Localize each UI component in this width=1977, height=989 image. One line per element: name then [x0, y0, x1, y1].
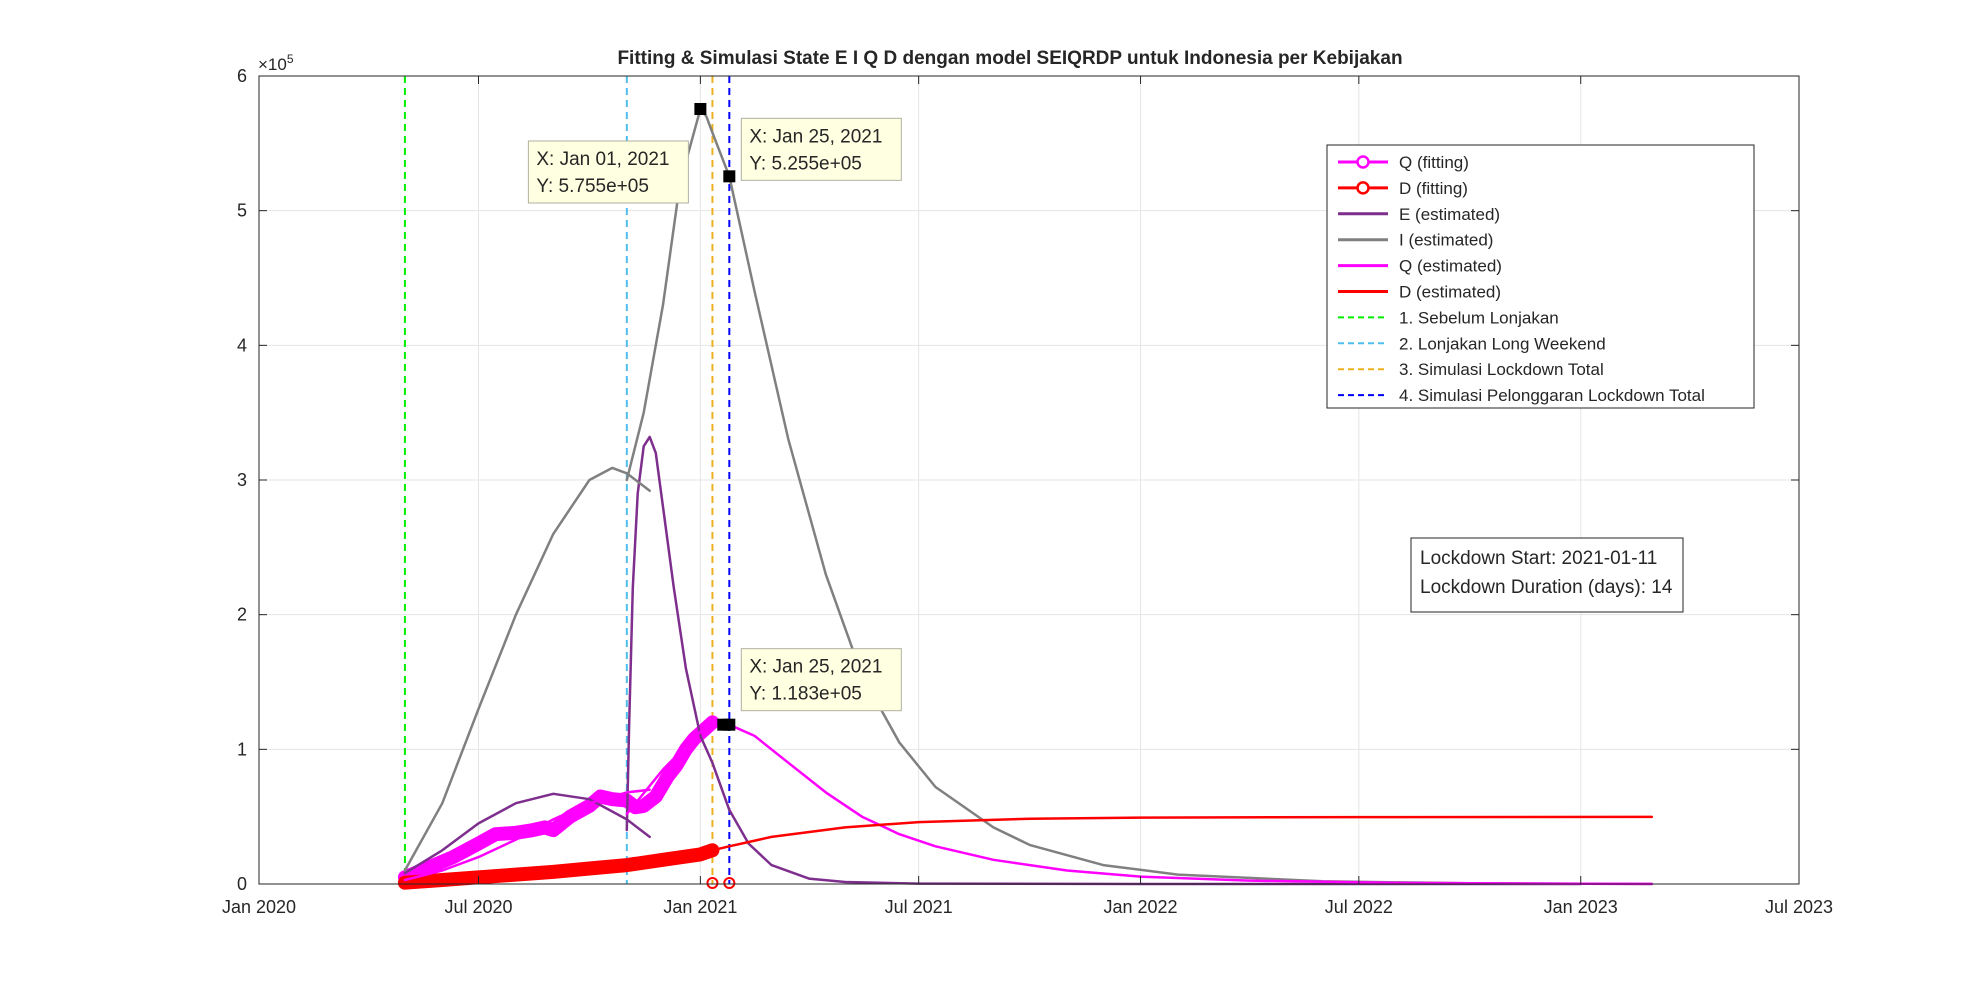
legend-label: 1. Sebelum Lonjakan [1399, 308, 1559, 327]
legend-box [1326, 144, 1755, 409]
legend: Q (fitting) D (fitting) E (estimated) I (es… [1326, 144, 1755, 409]
datatip-x-text: X: Jan 01, 2021 [536, 149, 669, 170]
datatip-box [527, 140, 689, 204]
y-tick-label: 1 [237, 739, 247, 759]
y-exponent-base: ×10 [258, 55, 287, 74]
datatip-y-text: Y: 5.755e+05 [536, 176, 649, 197]
datatip-x-text: X: Jan 25, 2021 [749, 657, 882, 678]
policy-lines [403, 76, 731, 884]
series-line [403, 815, 1654, 884]
x-tick-label: Jul 2023 [1765, 897, 1833, 917]
x-tick-label: Jan 2022 [1104, 897, 1178, 917]
tick-group: Jan 2020 Jul 2020 Jan 2021 Jul 2021 Jan 2022… [222, 66, 1833, 917]
series-line [625, 435, 1582, 886]
series-line [403, 788, 651, 882]
datatip-x-text: X: Jan 25, 2021 [749, 126, 882, 147]
y-exponent-power: 5 [287, 52, 294, 66]
x-tick-label: Jul 2021 [885, 897, 953, 917]
lockdown-start-text: Lockdown Start: 2021-01-11 [1420, 548, 1657, 569]
legend-label: D (estimated) [1399, 283, 1501, 302]
datatip-group: X: Jan 01, 2021 Y: 5.755e+05 X: Jan 25, 20… [527, 117, 902, 712]
series-line [403, 466, 651, 872]
y-tick-label: 0 [237, 874, 247, 894]
chart-title: Fitting & Simulasi State E I Q D dengan … [617, 48, 1402, 69]
x-tick-label: Jan 2021 [663, 897, 737, 917]
legend-items: Q (fitting) D (fitting) E (estimated) I (es… [1338, 153, 1705, 405]
datatip-y-text: Y: 1.183e+05 [749, 684, 862, 705]
datatip-y-text: Y: 5.255e+05 [749, 153, 862, 174]
legend-label: 2. Lonjakan Long Weekend [1399, 334, 1606, 353]
y-tick-label: 5 [237, 201, 247, 221]
y-exponent-label: ×105 [258, 52, 294, 74]
x-tick-label: Jul 2020 [444, 897, 512, 917]
info-box-frame [1410, 537, 1684, 613]
legend-label: 3. Simulasi Lockdown Total [1399, 360, 1604, 379]
info-box: Lockdown Start: 2021-01-11 Lockdown Dura… [1410, 537, 1684, 613]
datatip-box [740, 648, 902, 712]
legend-label: 4. Simulasi Pelonggaran Lockdown Total [1399, 386, 1705, 405]
datatip-marker[interactable] [723, 170, 736, 183]
datatip-box [740, 117, 902, 181]
x-tick-label: Jan 2023 [1544, 897, 1618, 917]
series-line [403, 792, 651, 875]
datatip-marker[interactable] [694, 102, 707, 115]
y-tick-label: 2 [237, 605, 247, 625]
lockdown-duration-text: Lockdown Duration (days): 14 [1420, 577, 1673, 598]
x-tick-label: Jul 2022 [1325, 897, 1393, 917]
legend-label: E (estimated) [1399, 205, 1500, 224]
d-fitting-circle-marker [706, 877, 719, 889]
legend-marker [1356, 155, 1370, 169]
y-tick-label: 3 [237, 470, 247, 490]
y-tick-label: 6 [237, 66, 247, 86]
legend-marker [1356, 181, 1370, 195]
legend-label: D (fitting) [1399, 179, 1468, 198]
legend-label: Q (estimated) [1399, 257, 1502, 276]
datatip-marker[interactable] [717, 718, 730, 731]
marker-group [694, 102, 736, 889]
x-tick-label: Jan 2020 [222, 897, 296, 917]
legend-label: Q (fitting) [1399, 153, 1469, 172]
d-fitting-circle-marker [723, 877, 736, 889]
legend-label: I (estimated) [1399, 231, 1493, 250]
y-tick-label: 4 [237, 335, 247, 355]
